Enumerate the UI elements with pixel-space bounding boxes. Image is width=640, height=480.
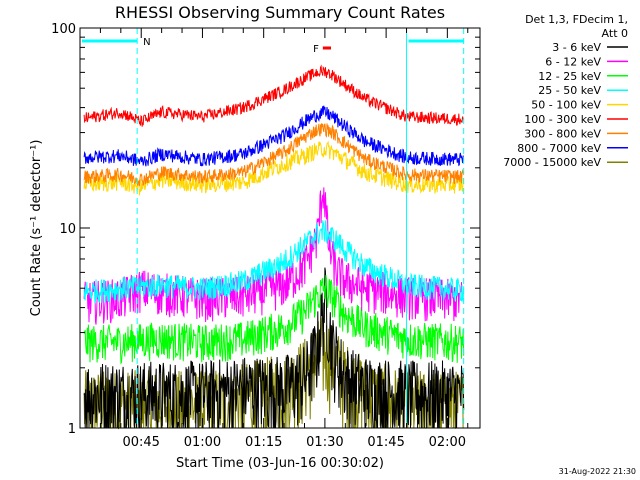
legend-header: Det 1,3, FDecim 1, <box>525 13 628 26</box>
legend-label: 12 - 25 keV <box>538 70 601 83</box>
x-tick-label: 02:00 <box>429 435 466 450</box>
data-series <box>83 64 465 430</box>
y-tick-label: 10 <box>59 222 76 237</box>
plot-area: NF <box>82 28 465 430</box>
series-line-800-7000-keV <box>83 105 464 167</box>
legend-label: 100 - 300 keV <box>524 113 601 126</box>
legend-label: 7000 - 15000 keV <box>503 156 601 169</box>
x-tick-label: 01:30 <box>306 435 343 450</box>
legend-label: 25 - 50 keV <box>538 84 601 97</box>
legend-label: 800 - 7000 keV <box>517 142 601 155</box>
series-line-3-6-keV <box>83 267 465 430</box>
legend-label: 3 - 6 keV <box>552 41 601 54</box>
x-axis: 00:45 01:00 01:15 01:30 01:45 02:00 <box>99 28 469 450</box>
series-line-50-100-keV <box>83 140 465 196</box>
legend-label: 6 - 12 keV <box>545 55 601 68</box>
overlays: NF <box>82 28 465 428</box>
night-bar-label: N <box>143 37 150 48</box>
legend-header: Att 0 <box>602 27 628 40</box>
series-line-100-300-keV <box>83 64 465 127</box>
series-line-6-12-keV <box>83 187 465 325</box>
series-line-300-800-keV <box>83 123 465 187</box>
x-axis-label: Start Time (03-Jun-16 00:30:02) <box>176 456 384 471</box>
date-stamp: 31-Aug-2022 21:30 <box>559 467 636 476</box>
x-tick-label: 01:45 <box>367 435 404 450</box>
series-line-7000-15000-keV <box>83 316 464 430</box>
y-tick-label: 100 <box>51 22 76 37</box>
chart-title: RHESSI Observing Summary Count Rates <box>115 3 445 22</box>
x-tick-label: 01:00 <box>184 435 221 450</box>
y-axis: 1 10 100 <box>51 22 480 437</box>
x-tick-label: 00:45 <box>122 435 159 450</box>
x-tick-label: 01:15 <box>245 435 282 450</box>
legend-label: 50 - 100 keV <box>531 99 601 112</box>
y-axis-label: Count Rate (s⁻¹ detector⁻¹) <box>29 140 44 317</box>
series-line-25-50-keV <box>83 219 465 304</box>
y-tick-label: 1 <box>68 422 76 437</box>
flare-marker-label: F <box>313 44 319 55</box>
series-line-12-25-keV <box>83 275 465 365</box>
legend-label: 300 - 800 keV <box>524 127 601 140</box>
